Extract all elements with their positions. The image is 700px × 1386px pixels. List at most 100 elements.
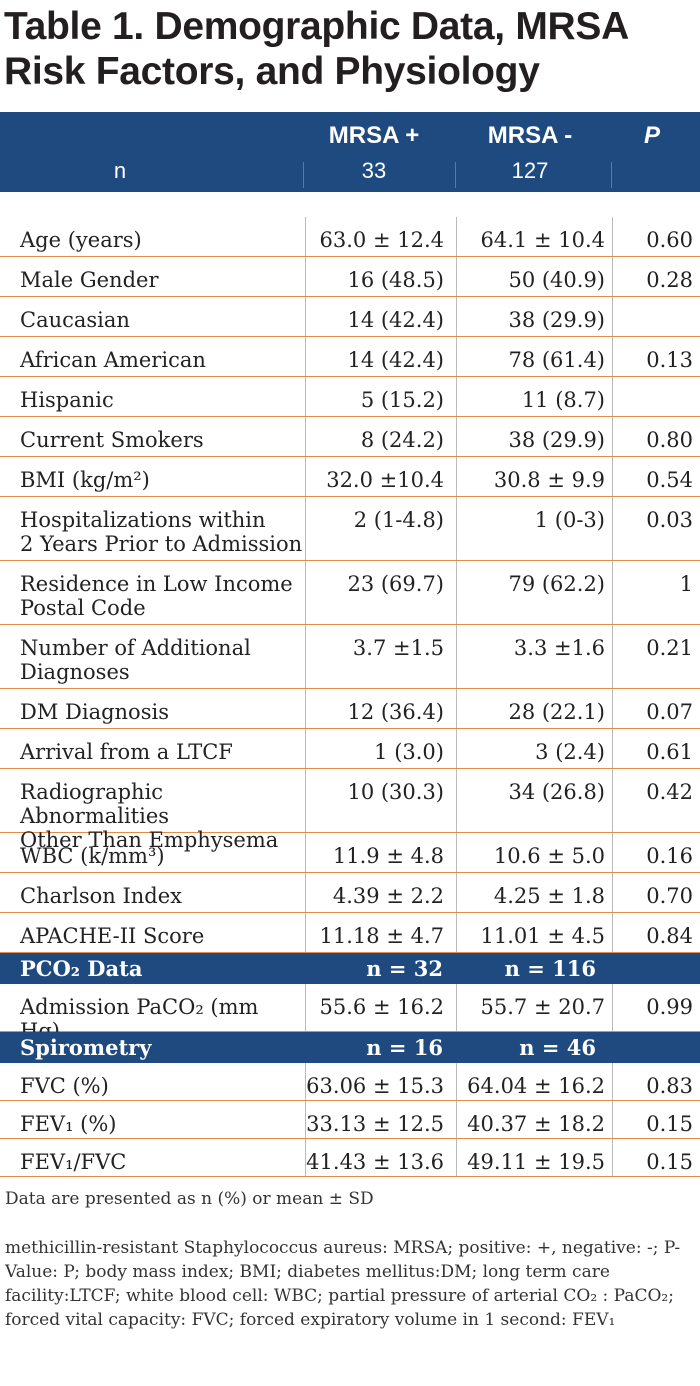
table-row: DM Diagnosis 12 (36.4) 28 (22.1) 0.07 bbox=[0, 689, 700, 729]
table-row: FEV₁/FVC 41.43 ± 13.6 49.11 ± 19.5 0.15 bbox=[0, 1139, 700, 1177]
table-row: Number of Additional Diagnoses 3.7 ±1.5 3.… bbox=[0, 625, 700, 689]
value-p: 0.42 bbox=[646, 780, 693, 804]
table-title: Table 1. Demographic Data, MRSA Risk Fac… bbox=[4, 5, 629, 93]
row-label: Caucasian bbox=[20, 308, 130, 332]
value-p-cell: 0.99 bbox=[612, 984, 693, 1031]
value-mrsa-negative: 1 (0-3) bbox=[534, 508, 605, 532]
value-mrsa-positive: 23 (69.7) bbox=[347, 572, 444, 596]
value-mrsa-positive: 55.6 ± 16.2 bbox=[319, 995, 444, 1019]
footnote-data-format: Data are presented as n (%) or mean ± SD bbox=[5, 1189, 374, 1209]
pco2-rows: Admission PaCO₂ (mm Hg) 55.6 ± 16.2 55.7 ±… bbox=[0, 984, 700, 1043]
value-mrsa-positive-cell: 16 (48.5) bbox=[305, 257, 444, 296]
value-p-cell: 0.03 bbox=[612, 497, 693, 560]
row-label: Radiographic Abnormalities Other Than Em… bbox=[20, 780, 279, 852]
table-row: Hispanic 5 (15.2) 11 (8.7) bbox=[0, 377, 700, 417]
row-label-cell: WBC (k/mm³) bbox=[20, 833, 305, 872]
section-pco2: PCO₂ Data n = 32 n = 116 bbox=[0, 953, 700, 984]
value-mrsa-negative: 64.1 ± 10.4 bbox=[480, 228, 605, 252]
row-label-cell: Hospitalizations within 2 Years Prior to… bbox=[20, 497, 305, 560]
value-mrsa-positive: 11.9 ± 4.8 bbox=[332, 844, 444, 868]
footnote-abbreviations: methicillin-resistant Staphylococcus aur… bbox=[5, 1238, 681, 1330]
value-p: 0.28 bbox=[646, 268, 693, 292]
value-mrsa-positive-cell: 63.06 ± 15.3 bbox=[305, 1063, 444, 1100]
value-mrsa-negative-cell: 3.3 ±1.6 bbox=[456, 625, 605, 688]
row-label: Current Smokers bbox=[20, 428, 204, 452]
table-row: Male Gender 16 (48.5) 50 (40.9) 0.28 bbox=[0, 257, 700, 297]
value-mrsa-negative: 34 (26.8) bbox=[508, 780, 605, 804]
value-mrsa-negative: 55.7 ± 20.7 bbox=[480, 995, 605, 1019]
row-label: Arrival from a LTCF bbox=[20, 740, 233, 764]
value-mrsa-positive-cell: 14 (42.4) bbox=[305, 337, 444, 376]
value-mrsa-negative: 3 (2.4) bbox=[535, 740, 605, 764]
value-p: 0.21 bbox=[646, 636, 693, 660]
table-row: FVC (%) 63.06 ± 15.3 64.04 ± 16.2 0.83 bbox=[0, 1063, 700, 1101]
value-mrsa-negative: 11 (8.7) bbox=[521, 388, 605, 412]
row-label: Age (years) bbox=[20, 228, 142, 252]
value-mrsa-negative-cell: 28 (22.1) bbox=[456, 689, 605, 728]
section-label: PCO₂ Data bbox=[20, 956, 143, 981]
value-p: 0.60 bbox=[646, 228, 693, 252]
row-label: Male Gender bbox=[20, 268, 159, 292]
value-p: 0.99 bbox=[646, 995, 693, 1019]
row-label: APACHE-II Score bbox=[20, 924, 205, 948]
value-p: 0.13 bbox=[646, 348, 693, 372]
value-p-cell: 0.21 bbox=[612, 625, 693, 688]
section-n-negative: n = 46 bbox=[519, 1035, 596, 1060]
value-mrsa-positive-cell: 5 (15.2) bbox=[305, 377, 444, 416]
value-mrsa-negative-cell: 78 (61.4) bbox=[456, 337, 605, 376]
row-label-cell: Radiographic Abnormalities Other Than Em… bbox=[20, 769, 305, 852]
value-mrsa-positive-cell: 11.18 ± 4.7 bbox=[305, 913, 444, 952]
row-label-cell: DM Diagnosis bbox=[20, 689, 305, 728]
row-label-cell: FEV₁ (%) bbox=[20, 1101, 305, 1138]
value-p-cell: 0.84 bbox=[612, 913, 693, 952]
value-mrsa-negative: 64.04 ± 16.2 bbox=[467, 1074, 605, 1098]
row-label-cell: Caucasian bbox=[20, 297, 305, 336]
header-divider bbox=[611, 162, 612, 188]
row-label-cell: Arrival from a LTCF bbox=[20, 729, 305, 768]
table-header: MRSA + MRSA - P n 33 127 bbox=[0, 112, 700, 192]
value-p-cell bbox=[612, 297, 693, 336]
table-row: Caucasian 14 (42.4) 38 (29.9) bbox=[0, 297, 700, 337]
value-p-cell: 0.80 bbox=[612, 417, 693, 456]
value-p: 0.84 bbox=[646, 924, 693, 948]
value-p: 0.15 bbox=[646, 1112, 693, 1136]
row-label-cell: Male Gender bbox=[20, 257, 305, 296]
row-label: WBC (k/mm³) bbox=[20, 844, 165, 868]
value-p: 0.15 bbox=[646, 1150, 693, 1174]
value-mrsa-positive-cell: 12 (36.4) bbox=[305, 689, 444, 728]
table-row: FEV₁ (%) 33.13 ± 12.5 40.37 ± 18.2 0.15 bbox=[0, 1101, 700, 1139]
value-mrsa-negative: 3.3 ±1.6 bbox=[513, 636, 605, 660]
value-mrsa-positive-cell: 41.43 ± 13.6 bbox=[305, 1139, 444, 1176]
value-p-cell: 0.13 bbox=[612, 337, 693, 376]
row-label: FEV₁/FVC bbox=[20, 1150, 127, 1174]
row-label: FVC (%) bbox=[20, 1074, 109, 1098]
row-label-cell: Hispanic bbox=[20, 377, 305, 416]
demographic-rows: Age (years) 63.0 ± 12.4 64.1 ± 10.4 0.60 Mal… bbox=[0, 217, 700, 953]
value-mrsa-positive: 3.7 ±1.5 bbox=[352, 636, 444, 660]
value-p: 0.61 bbox=[646, 740, 693, 764]
value-mrsa-negative: 10.6 ± 5.0 bbox=[493, 844, 605, 868]
value-mrsa-positive-cell: 23 (69.7) bbox=[305, 561, 444, 624]
value-mrsa-negative-cell: 30.8 ± 9.9 bbox=[456, 457, 605, 496]
value-mrsa-negative-cell: 11 (8.7) bbox=[456, 377, 605, 416]
value-mrsa-positive: 8 (24.2) bbox=[360, 428, 444, 452]
value-mrsa-positive: 32.0 ±10.4 bbox=[326, 468, 444, 492]
row-label-cell: BMI (kg/m²) bbox=[20, 457, 305, 496]
value-mrsa-negative-cell: 38 (29.9) bbox=[456, 297, 605, 336]
value-p-cell: 0.15 bbox=[612, 1101, 693, 1138]
row-label-cell: APACHE-II Score bbox=[20, 913, 305, 952]
row-label: FEV₁ (%) bbox=[20, 1112, 117, 1136]
value-p: 0.03 bbox=[646, 508, 693, 532]
value-mrsa-negative-cell: 64.1 ± 10.4 bbox=[456, 217, 605, 256]
value-mrsa-negative-cell: 10.6 ± 5.0 bbox=[456, 833, 605, 872]
table-row: Admission PaCO₂ (mm Hg) 55.6 ± 16.2 55.7 ±… bbox=[0, 984, 700, 1043]
value-mrsa-positive-cell: 32.0 ±10.4 bbox=[305, 457, 444, 496]
value-mrsa-negative: 78 (61.4) bbox=[508, 348, 605, 372]
value-p: 0.16 bbox=[646, 844, 693, 868]
spirometry-rows: FVC (%) 63.06 ± 15.3 64.04 ± 16.2 0.83 FEV₁ … bbox=[0, 1063, 700, 1177]
value-mrsa-positive: 63.06 ± 15.3 bbox=[306, 1074, 444, 1098]
value-p-cell: 1 bbox=[612, 561, 693, 624]
value-mrsa-negative-cell: 4.25 ± 1.8 bbox=[456, 873, 605, 912]
value-mrsa-positive: 16 (48.5) bbox=[347, 268, 444, 292]
value-p-cell: 0.42 bbox=[612, 769, 693, 832]
